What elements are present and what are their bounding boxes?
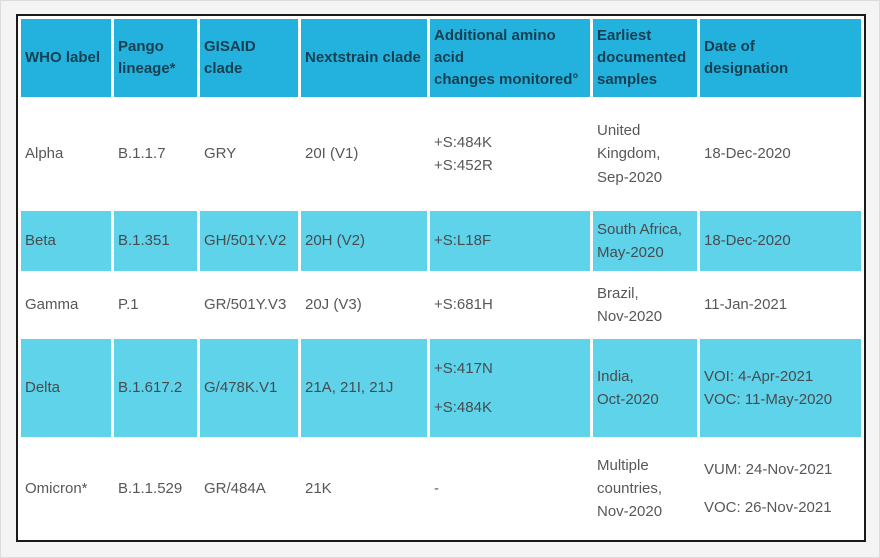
cell-text: +S:681H xyxy=(434,296,493,314)
table-body: Alpha B.1.1.7 GRY 20I (V1) +S:484K +S:452R Un… xyxy=(21,100,861,537)
column-header-earliest-samples: Earliest documented samples xyxy=(593,19,697,97)
cell-text: Delta xyxy=(25,379,61,397)
cell-text: GR/484A xyxy=(204,479,266,497)
cell-beta-date-of-designation: 18-Dec-2020 xyxy=(700,211,861,271)
cell-text: B.1.617.2 xyxy=(118,379,183,397)
cell-text: 20J (V3) xyxy=(305,296,362,314)
cell-text: Brazil, Nov-2020 xyxy=(597,284,663,325)
cell-beta-pango-lineage: B.1.351 xyxy=(114,211,197,271)
cell-alpha-nextstrain-clade: 20I (V1) xyxy=(301,100,427,208)
cell-text: India, Oct-2020 xyxy=(597,367,659,408)
cell-text: United Kingdom, Sep-2020 xyxy=(597,122,663,186)
cell-text: B.1.1.7 xyxy=(118,145,166,163)
cell-delta-date-of-designation: VOI: 4-Apr-2021 VOC: 11-May-2020 xyxy=(700,339,861,437)
cell-beta-earliest-samples: South Africa, May-2020 xyxy=(593,211,697,271)
column-header-date-of-designation: Date of designation xyxy=(700,19,861,97)
cell-beta-amino-acid-changes: +S:L18F xyxy=(430,211,590,271)
cell-text: VUM: 24-Nov-2021 xyxy=(704,460,833,478)
cell-text: +S:L18F xyxy=(434,232,492,250)
table-row-omicron: Omicron* B.1.1.529 GR/484A 21K - Multiple cou… xyxy=(21,440,861,537)
column-header-amino-acid-changes: Additional amino acid changes monitored° xyxy=(430,19,590,97)
cell-alpha-amino-acid-changes: +S:484K +S:452R xyxy=(430,100,590,208)
cell-alpha-gisaid-clade: GRY xyxy=(200,100,298,208)
cell-delta-gisaid-clade: G/478K.V1 xyxy=(200,339,298,437)
cell-omicron-nextstrain-clade: 21K xyxy=(301,440,427,537)
cell-gamma-pango-lineage: P.1 xyxy=(114,274,197,336)
cell-gamma-gisaid-clade: GR/501Y.V3 xyxy=(200,274,298,336)
cell-delta-nextstrain-clade: 21A, 21I, 21J xyxy=(301,339,427,437)
cell-text: 21A, 21I, 21J xyxy=(305,379,394,397)
cell-alpha-who-label: Alpha xyxy=(21,100,111,208)
column-header-pango-lineage: Pango lineage* xyxy=(114,19,197,97)
cell-text: Beta xyxy=(25,232,56,250)
header-row: WHO label Pango lineage* GISAID clade Nexts… xyxy=(21,19,861,97)
table-row-gamma: Gamma P.1 GR/501Y.V3 20J (V3) +S:681H Brazil,… xyxy=(21,274,861,336)
cell-text: - xyxy=(434,479,439,497)
cell-text: 21K xyxy=(305,479,332,497)
cell-text: B.1.351 xyxy=(118,232,170,250)
cell-beta-who-label: Beta xyxy=(21,211,111,271)
cell-omicron-pango-lineage: B.1.1.529 xyxy=(114,440,197,537)
cell-text: Alpha xyxy=(25,145,64,163)
cell-text: +S:417N xyxy=(434,360,493,378)
cell-text: +S:484K +S:452R xyxy=(434,133,493,174)
cell-text: Omicron* xyxy=(25,479,88,497)
cell-text: Gamma xyxy=(25,296,79,314)
cell-gamma-nextstrain-clade: 20J (V3) xyxy=(301,274,427,336)
table-row-delta: Delta B.1.617.2 G/478K.V1 21A, 21I, 21J +S:4… xyxy=(21,339,861,437)
cell-beta-nextstrain-clade: 20H (V2) xyxy=(301,211,427,271)
variant-classification-table: WHO label Pango lineage* GISAID clade Nexts… xyxy=(16,14,866,542)
cell-omicron-who-label: Omicron* xyxy=(21,440,111,537)
cell-delta-pango-lineage: B.1.617.2 xyxy=(114,339,197,437)
cell-gamma-date-of-designation: 11-Jan-2021 xyxy=(700,274,861,336)
cell-text: B.1.1.529 xyxy=(118,479,183,497)
cell-text: South Africa, May-2020 xyxy=(597,220,683,261)
cell-omicron-amino-acid-changes: - xyxy=(430,440,590,537)
cell-alpha-pango-lineage: B.1.1.7 xyxy=(114,100,197,208)
cell-gamma-amino-acid-changes: +S:681H xyxy=(430,274,590,336)
cell-omicron-date-of-designation: VUM: 24-Nov-2021 VOC: 26-Nov-2021 xyxy=(700,440,861,537)
cell-text: GH/501Y.V2 xyxy=(204,232,287,250)
cell-alpha-date-of-designation: 18-Dec-2020 xyxy=(700,100,861,208)
cell-text: GRY xyxy=(204,145,237,163)
cell-alpha-earliest-samples: United Kingdom, Sep-2020 xyxy=(593,100,697,208)
cell-delta-who-label: Delta xyxy=(21,339,111,437)
cell-text: VOC: 26-Nov-2021 xyxy=(704,499,832,516)
table-row-beta: Beta B.1.351 GH/501Y.V2 20H (V2) +S:L18F Sout… xyxy=(21,211,861,271)
cell-delta-amino-acid-changes: +S:417N +S:484K xyxy=(430,339,590,437)
cell-gamma-who-label: Gamma xyxy=(21,274,111,336)
cell-text: VOI: 4-Apr-2021 VOC: 11-May-2020 xyxy=(704,367,833,408)
cell-gamma-earliest-samples: Brazil, Nov-2020 xyxy=(593,274,697,336)
cell-text: Multiple countries, Nov-2020 xyxy=(597,456,663,521)
cell-text: P.1 xyxy=(118,296,139,314)
cell-omicron-gisaid-clade: GR/484A xyxy=(200,440,298,537)
column-header-nextstrain-clade: Nextstrain clade xyxy=(301,19,427,97)
cell-delta-earliest-samples: India, Oct-2020 xyxy=(593,339,697,437)
table-row-alpha: Alpha B.1.1.7 GRY 20I (V1) +S:484K +S:452R Un… xyxy=(21,100,861,208)
cell-text: GR/501Y.V3 xyxy=(204,296,287,314)
cell-text: 20I (V1) xyxy=(305,145,359,163)
column-header-who-label: WHO label xyxy=(21,19,111,97)
column-header-gisaid-clade: GISAID clade xyxy=(200,19,298,97)
cell-beta-gisaid-clade: GH/501Y.V2 xyxy=(200,211,298,271)
cell-text: 20H (V2) xyxy=(305,232,366,250)
cell-omicron-earliest-samples: Multiple countries, Nov-2020 xyxy=(593,440,697,537)
cell-text: G/478K.V1 xyxy=(204,379,278,397)
cell-text: +S:484K xyxy=(434,398,492,416)
cell-text: 11-Jan-2021 xyxy=(704,296,788,314)
cell-text: 18-Dec-2020 xyxy=(704,145,791,163)
cell-text: 18-Dec-2020 xyxy=(704,232,791,250)
